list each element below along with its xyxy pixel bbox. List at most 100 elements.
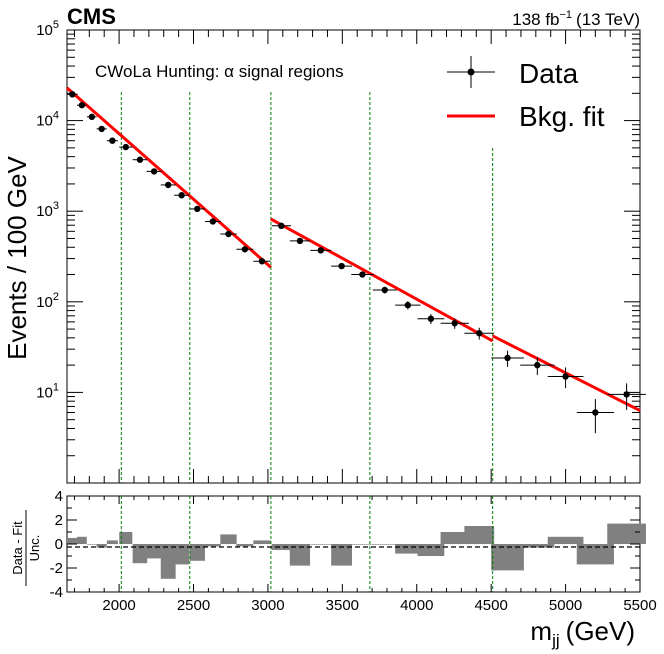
ratio-tick-label: 0 [55,536,63,553]
data-marker [178,192,185,199]
data-marker [623,391,630,398]
pull-bar [106,540,118,544]
x-tick-label: 5000 [549,597,582,614]
ratio-tick-label: -2 [50,560,63,577]
data-point [351,271,374,278]
data-point [67,91,78,98]
data-marker [317,247,324,254]
data-point [146,168,162,175]
y-tick-label-exponent: 1 [53,381,59,393]
pull-bar [520,544,555,548]
data-point [395,301,421,310]
data-marker [78,101,86,109]
ratio-plot-ticks: 2000 2500 3000 3500 4000 4500 5000 5500 -4 -2 0 2 4 [50,488,657,614]
data-point [253,258,271,265]
pull-bar [310,544,332,545]
pull-bar [96,544,107,548]
y-tick-label-base: 10 [36,22,53,39]
luminosity-label: 138 fb−1 (13 TeV) [512,9,640,29]
data-point [189,205,205,213]
fit-segment [66,86,272,269]
legend-data-marker [467,68,475,76]
lumi-energy: (13 TeV) [576,10,640,29]
data-point [220,230,237,238]
pull-bar [189,544,205,561]
y-tick-label: 105 [36,19,59,39]
data-marker [258,258,266,265]
data-point [464,327,495,340]
data-point [417,314,445,324]
x-axis-label-unit: (GeV) [566,616,635,646]
pull-bar [119,532,133,544]
pull-bar [547,536,584,544]
ratio-y-axis-label: Data - Fit Unc. [10,510,42,586]
data-point [289,237,311,245]
data-marker [194,205,201,213]
pull-bar [607,523,646,544]
x-tick-label: 2500 [177,597,210,614]
signal-region-boundaries [120,92,494,483]
pull-bar [351,544,374,545]
cms-label: CMS [67,4,116,29]
y-tick-label: 102 [36,291,59,311]
data-marker [241,246,249,253]
x-axis-label: mjj (GeV) [530,616,635,650]
pull-bar [271,544,291,550]
data-marker [338,262,345,270]
data-point [271,222,291,230]
data-points [67,91,646,434]
pull-bar [76,536,87,544]
data-marker [476,330,483,337]
pull-bar [331,544,353,566]
legend-fit-label: Bkg. fit [519,101,605,132]
y-tick-label: 103 [36,200,59,220]
pull-bar [253,540,271,544]
pull-bar [174,544,190,565]
data-point [576,399,614,434]
data-point [372,286,397,294]
data-marker [122,143,129,151]
data-marker [504,354,511,362]
legend-data-label: Data [519,58,579,89]
data-point [160,181,176,189]
chart-title: CWoLa Hunting: α signal regions [95,62,344,81]
y-tick-label-base: 10 [36,384,53,401]
data-marker [534,361,541,369]
y-tick-label-base: 10 [36,294,53,311]
x-axis-label-m: m [530,616,552,646]
pull-bar [160,544,176,579]
ratio-tick-label: 4 [55,488,63,505]
y-tick-label-exponent: 2 [53,291,59,303]
x-tick-label: 4500 [474,597,507,614]
data-marker [381,286,388,294]
data-point [119,143,133,151]
x-tick-label: 3500 [326,597,359,614]
ratio-tick-label: 2 [55,512,63,529]
pull-bar [395,544,421,554]
y-axis-label: Events / 100 GeV [2,155,32,359]
data-marker [296,237,304,245]
data-marker [109,137,116,144]
fit-segment [270,217,494,343]
lumi-value: 138 fb [512,10,559,29]
pull-bar [417,544,445,556]
pull-bar [289,544,311,566]
pull-bar [220,534,237,544]
x-tick-label: 5500 [623,597,656,614]
data-point [440,318,469,329]
pull-bar [86,544,97,545]
data-point [106,137,118,144]
x-tick-label: 3000 [251,597,284,614]
legend: Data Bkg. fit [447,56,605,132]
pull-bar [67,538,78,544]
pull-bar [204,544,221,547]
y-tick-label: 104 [36,110,59,130]
ratio-label-bottom: Unc. [27,535,42,562]
x-axis-label-sub: jj [551,631,560,650]
pull-bar [236,544,254,547]
y-tick-label-exponent: 4 [53,110,59,122]
pull-bars [67,523,646,579]
data-point [310,247,332,254]
data-marker [136,156,144,163]
